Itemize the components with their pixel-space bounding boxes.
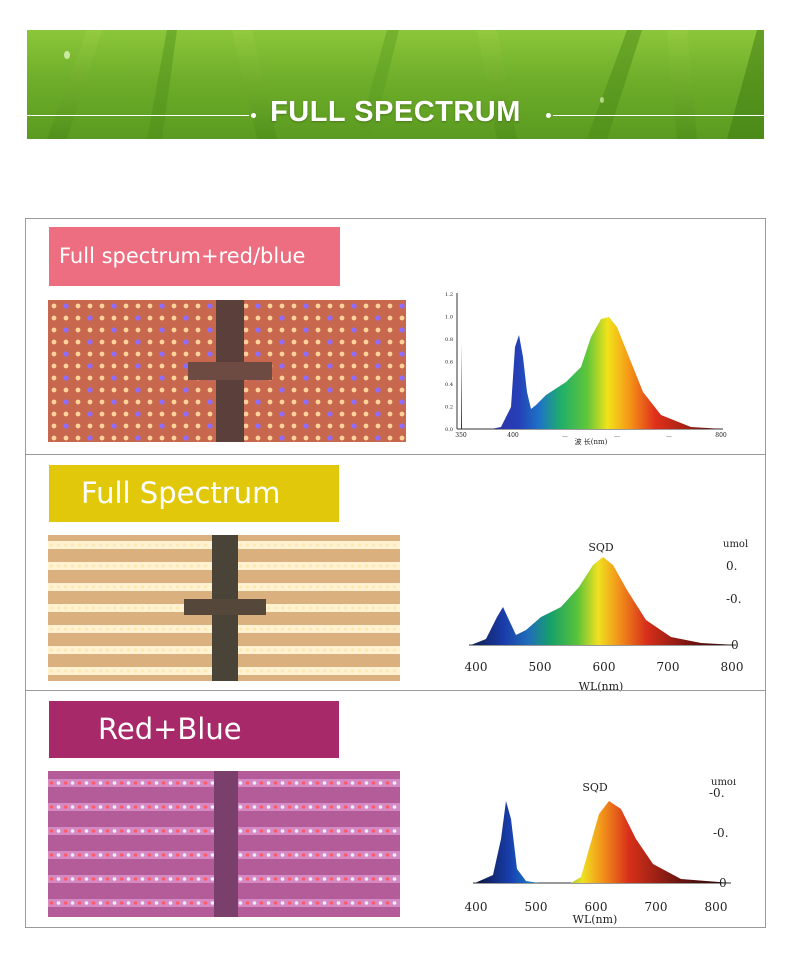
panel-label: Red+Blue (49, 701, 339, 758)
unit-label: umol (723, 539, 748, 550)
y-tick-label: 0.0 (445, 427, 453, 433)
y-tick-label: 0.2 (445, 405, 453, 411)
spectrum-chart: SQD umol 0. -0. 0 400 500 600 700 800 WL(nm) (465, 539, 749, 693)
header-banner: FULL SPECTRUM (27, 30, 764, 139)
x-tick-label: 400 (465, 900, 488, 914)
chart-title: SQD (582, 781, 608, 794)
banner-left-dot (251, 113, 256, 118)
x-tick-label: 600 (585, 900, 608, 914)
led-board-photo (48, 300, 406, 442)
x-tick-label: 500 (529, 660, 552, 674)
x-tick-labels: 400 500 600 700 800 (465, 900, 728, 914)
banner-right-line (553, 115, 764, 116)
led-board-photo (48, 771, 400, 917)
x-axis-label: 波 长(nm) (575, 437, 608, 446)
y-tick-labels: 0. -0. 0 (726, 559, 742, 652)
panel-full-spectrum: Full Spectrum (25, 454, 766, 693)
x-tick-label: ... (614, 432, 620, 439)
y-tick-label: 0 (719, 876, 727, 890)
x-tick-label: 800 (715, 432, 727, 439)
y-tick-label: 0 (731, 638, 739, 652)
spectrum-curve (471, 557, 736, 645)
x-tick-label: 700 (645, 900, 668, 914)
y-tick-label: -0. (709, 786, 725, 800)
spectrum-curve (475, 801, 731, 883)
spectrum-curve (461, 317, 723, 429)
led-board-photo (48, 535, 400, 681)
panel-full-spectrum-red-blue: Full spectrum+red/blue (25, 218, 766, 455)
x-tick-label: 800 (721, 660, 744, 674)
spectrum-chart: SQD umol -0. -0. 0 400 500 600 700 800 WL(nm) (465, 779, 737, 926)
x-tick-label: 500 (525, 900, 548, 914)
x-tick-label: ... (666, 432, 672, 439)
x-axis-label: WL(nm) (579, 680, 624, 693)
x-tick-label: 800 (705, 900, 728, 914)
banner-title: FULL SPECTRUM (270, 96, 521, 128)
y-tick-labels: 1.2 1.0 0.8 0.6 0.4 0.2 0.0 (445, 292, 453, 433)
panel-label: Full Spectrum (49, 465, 339, 522)
y-tick-label: 1.0 (445, 315, 453, 321)
grass-background (47, 30, 764, 139)
x-tick-label: 400 (465, 660, 488, 674)
unit-label: umol (711, 779, 736, 788)
x-tick-label: 700 (657, 660, 680, 674)
banner-right-dot (546, 113, 551, 118)
y-tick-label: 0.8 (445, 337, 453, 343)
x-tick-labels: 350 400......... 800 (455, 432, 727, 439)
y-tick-labels: -0. -0. 0 (709, 786, 729, 890)
panel-red-blue: Red+Blue (25, 690, 766, 928)
chart-title: SQD (588, 541, 614, 554)
y-tick-label: -0. (726, 592, 742, 606)
x-tick-label: 350 (455, 432, 467, 439)
x-tick-label: ... (562, 432, 568, 439)
x-tick-label: 400 (507, 432, 519, 439)
spectrum-chart: 1.2 1.0 0.8 0.6 0.4 0.2 0.0 350 400......... 800… (445, 292, 727, 446)
y-tick-label: -0. (713, 826, 729, 840)
y-tick-label: 0. (726, 559, 737, 573)
banner-left-line (27, 115, 249, 116)
y-tick-label: 0.6 (445, 360, 453, 366)
x-axis-label: WL(nm) (573, 913, 618, 926)
y-tick-label: 0.4 (445, 382, 453, 388)
x-tick-label: 600 (593, 660, 616, 674)
y-tick-label: 1.2 (445, 292, 453, 298)
panel-label: Full spectrum+red/blue (49, 227, 340, 286)
x-tick-labels: 400 500 600 700 800 (465, 660, 744, 674)
